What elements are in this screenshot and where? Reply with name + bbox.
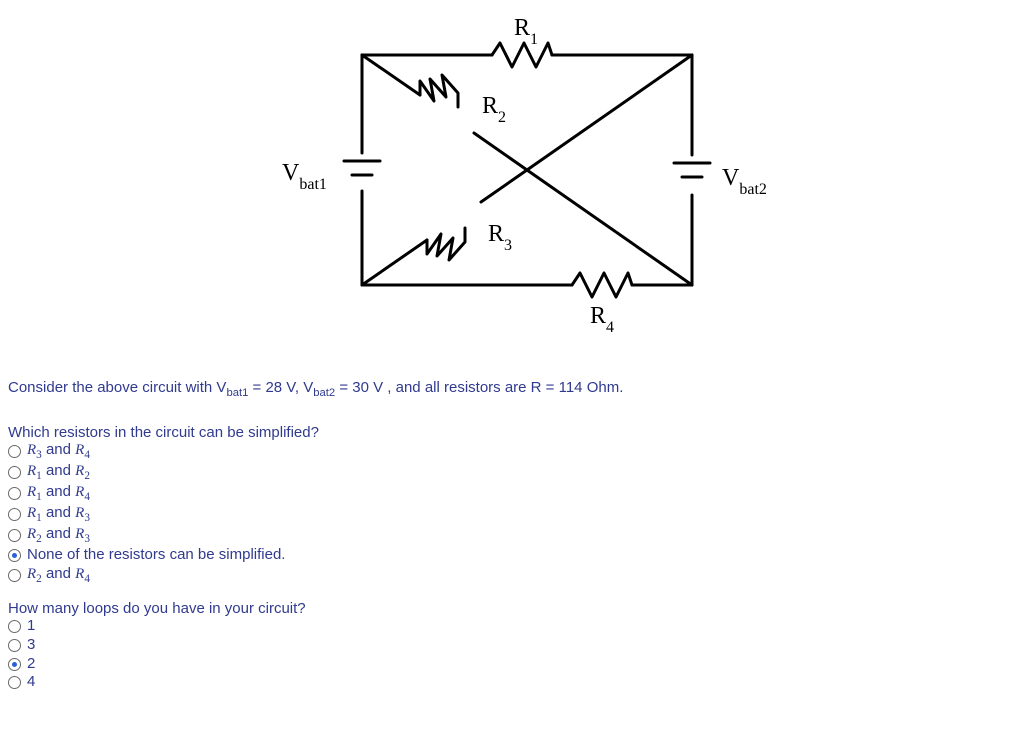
q1-option[interactable]: R3 and R4 (8, 441, 1016, 462)
option-label: R3 and R4 (27, 441, 90, 462)
option-label: R1 and R2 (27, 462, 90, 483)
svg-text:R3: R3 (488, 221, 512, 254)
q2-option[interactable]: 1 (8, 617, 1016, 636)
radio-button[interactable] (8, 676, 21, 689)
q2-option[interactable]: 3 (8, 636, 1016, 655)
problem-statement: Consider the above circuit with Vbat1 = … (8, 379, 1016, 399)
q1-option[interactable]: R2 and R4 (8, 565, 1016, 586)
q1-option[interactable]: R1 and R2 (8, 462, 1016, 483)
q1-option[interactable]: None of the resistors can be simplified. (8, 546, 1016, 565)
option-label: R1 and R4 (27, 483, 90, 504)
q2-option[interactable]: 4 (8, 673, 1016, 692)
q2-option[interactable]: 2 (8, 655, 1016, 674)
option-label: R1 and R3 (27, 504, 90, 525)
question-2: How many loops do you have in your circu… (8, 600, 1016, 617)
option-label: 1 (27, 617, 35, 636)
question-2-options: 1324 (8, 617, 1016, 692)
option-label: 2 (27, 655, 35, 674)
radio-button[interactable] (8, 569, 21, 582)
radio-button[interactable] (8, 466, 21, 479)
radio-button[interactable] (8, 529, 21, 542)
q1-option[interactable]: R2 and R3 (8, 525, 1016, 546)
radio-button[interactable] (8, 487, 21, 500)
option-label: None of the resistors can be simplified. (27, 546, 285, 565)
option-label: R2 and R3 (27, 525, 90, 546)
option-label: 4 (27, 673, 35, 692)
option-label: 3 (27, 636, 35, 655)
svg-text:R4: R4 (590, 303, 614, 336)
svg-text:R2: R2 (482, 93, 506, 126)
option-label: R2 and R4 (27, 565, 90, 586)
radio-button[interactable] (8, 508, 21, 521)
circuit-diagram: R1 R2 R3 R4 Vbat1 Vbat2 (0, 0, 1024, 349)
svg-text:Vbat1: Vbat1 (282, 160, 327, 193)
radio-button[interactable] (8, 639, 21, 652)
svg-text:R1: R1 (514, 15, 538, 48)
radio-button[interactable] (8, 620, 21, 633)
q1-option[interactable]: R1 and R4 (8, 483, 1016, 504)
question-1: Which resistors in the circuit can be si… (8, 424, 1016, 441)
question-1-options: R3 and R4R1 and R2R1 and R4R1 and R3R2 a… (8, 441, 1016, 586)
q1-option[interactable]: R1 and R3 (8, 504, 1016, 525)
radio-button[interactable] (8, 445, 21, 458)
radio-button[interactable] (8, 658, 21, 671)
svg-text:Vbat2: Vbat2 (722, 165, 767, 198)
radio-button[interactable] (8, 549, 21, 562)
